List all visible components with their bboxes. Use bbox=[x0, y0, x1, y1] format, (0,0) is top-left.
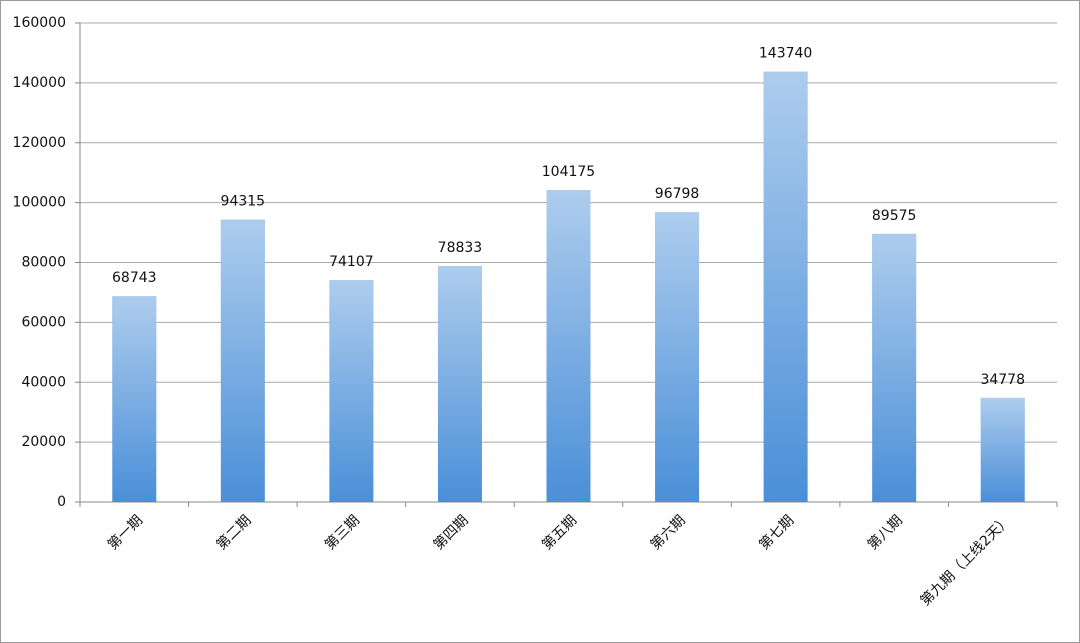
bar-highlight bbox=[546, 190, 591, 502]
x-tick-label: 第二期 bbox=[213, 512, 255, 554]
bar-highlight bbox=[872, 233, 917, 502]
y-tick-label: 60000 bbox=[21, 314, 66, 330]
bar-highlight bbox=[980, 397, 1025, 502]
value-label: 74107 bbox=[329, 254, 374, 270]
x-tick-label: 第七期 bbox=[756, 512, 798, 554]
bar-highlight bbox=[220, 219, 265, 502]
x-tick-label: 第三期 bbox=[321, 512, 363, 554]
value-label: 89575 bbox=[872, 208, 917, 224]
value-label: 94315 bbox=[221, 194, 266, 210]
value-label: 68743 bbox=[112, 270, 157, 286]
y-tick-label: 0 bbox=[57, 494, 66, 510]
value-label: 96798 bbox=[655, 186, 700, 202]
x-tick-label: 第四期 bbox=[430, 512, 472, 554]
value-label: 143740 bbox=[759, 46, 812, 62]
y-tick-label: 160000 bbox=[13, 15, 66, 31]
y-tick-label: 140000 bbox=[13, 75, 66, 91]
x-tick-label: 第九期（上线2天） bbox=[917, 512, 1015, 610]
y-tick-label: 120000 bbox=[13, 135, 66, 151]
y-tick-label: 80000 bbox=[21, 255, 66, 271]
x-tick-label: 第五期 bbox=[538, 512, 580, 554]
bar-highlight bbox=[329, 280, 374, 502]
x-tick-label: 第八期 bbox=[864, 512, 906, 554]
value-label: 78833 bbox=[438, 240, 483, 256]
x-tick-label: 第六期 bbox=[647, 512, 689, 554]
value-label: 34778 bbox=[980, 372, 1025, 388]
y-tick-label: 40000 bbox=[21, 374, 66, 390]
value-label: 104175 bbox=[542, 164, 595, 180]
bar-highlight bbox=[655, 212, 700, 502]
y-tick-label: 100000 bbox=[13, 195, 66, 211]
y-tick-label: 20000 bbox=[21, 434, 66, 450]
bar-highlight bbox=[437, 265, 482, 502]
bar-highlight bbox=[112, 296, 157, 502]
bar-highlight bbox=[763, 71, 808, 502]
x-tick-label: 第一期 bbox=[104, 512, 146, 554]
